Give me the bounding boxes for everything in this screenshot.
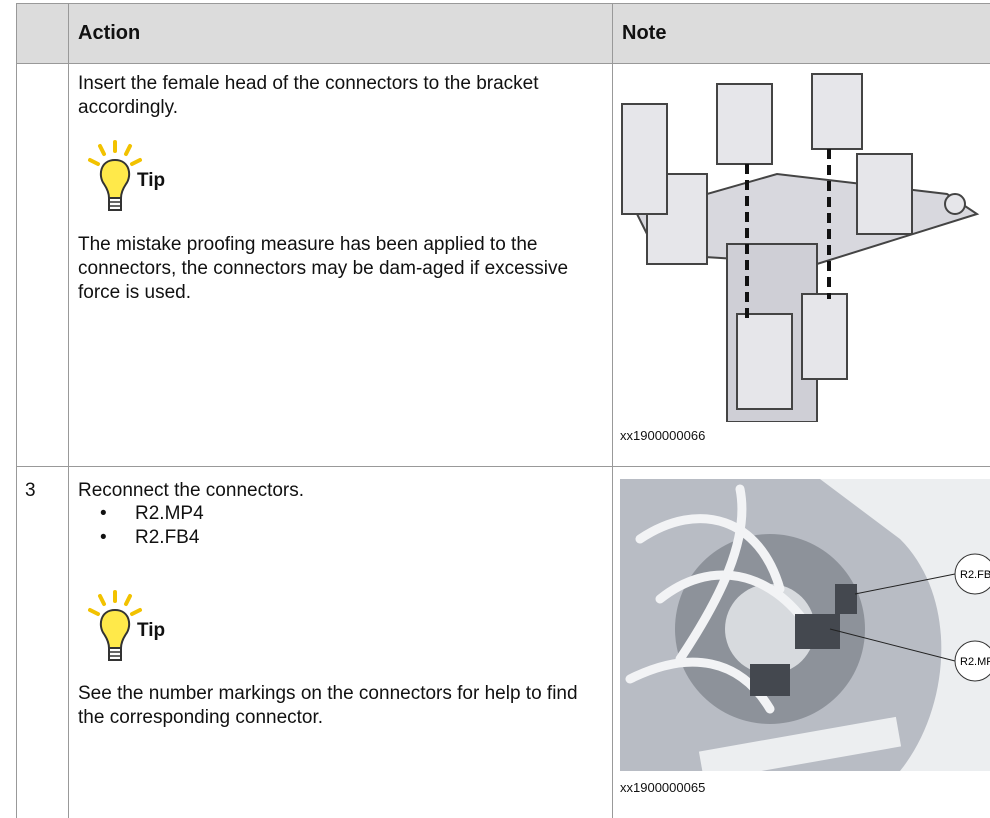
callout-label: R2.MP4 bbox=[960, 656, 990, 668]
bullet: • bbox=[100, 527, 107, 548]
tip-icon bbox=[88, 140, 142, 211]
rule bbox=[16, 3, 990, 4]
rule bbox=[16, 63, 990, 64]
column-header: Note bbox=[622, 22, 667, 44]
tip-label: Tip bbox=[137, 170, 166, 191]
bullet: • bbox=[100, 503, 107, 524]
action-text: Reconnect the connectors. bbox=[78, 480, 305, 501]
figure-caption: xx1900000065 bbox=[620, 780, 706, 795]
connector-illustration bbox=[617, 64, 990, 422]
bullet-text: R2.MP4 bbox=[135, 503, 204, 524]
rule bbox=[16, 466, 990, 467]
tip-text: The mistake proofing measure has been ap… bbox=[78, 234, 569, 303]
header-row bbox=[16, 3, 990, 63]
callout-label: R2.FB4 bbox=[960, 569, 990, 581]
figure-caption: xx1900000066 bbox=[620, 428, 706, 443]
bullet-text: R2.FB4 bbox=[135, 527, 200, 548]
rule bbox=[612, 3, 613, 818]
tip-icon bbox=[88, 590, 142, 661]
rule bbox=[68, 3, 69, 818]
connector-photo: R2.FB4 R2.MP4 bbox=[620, 479, 990, 771]
step-number: 3 bbox=[25, 480, 36, 501]
action-text: Insert the female head of the connectors… bbox=[78, 73, 539, 118]
tip-text: See the number markings on the connector… bbox=[78, 683, 578, 728]
column-header: Action bbox=[78, 22, 141, 44]
tip-label: Tip bbox=[137, 620, 166, 641]
rule bbox=[16, 3, 17, 818]
